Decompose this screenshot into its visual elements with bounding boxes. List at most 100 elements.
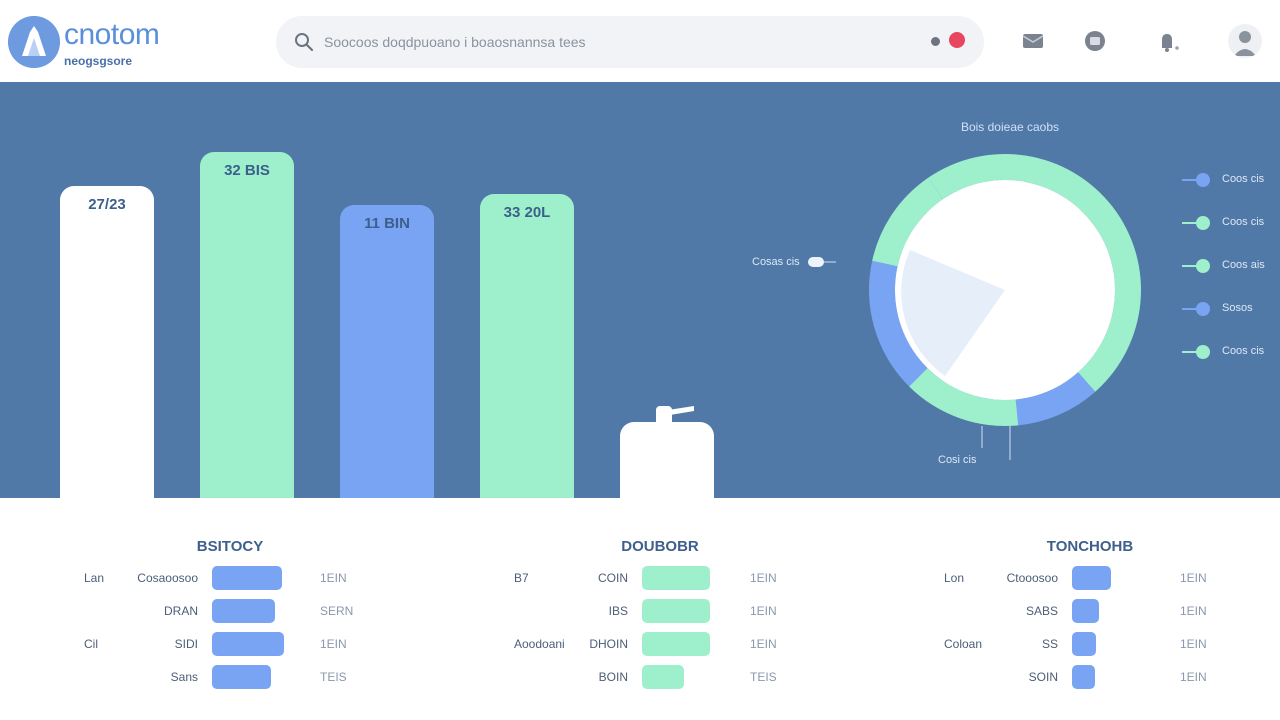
- stat-row[interactable]: B7 COIN 1EIN: [470, 566, 850, 590]
- legend-line: [1182, 265, 1200, 267]
- stat-row-label: Ctooosoo: [1006, 571, 1058, 585]
- stat-group-3: TONCHOHB Lon Ctooosoo 1EIN SABS 1EIN Coloan SS 1…: [900, 530, 1280, 700]
- grid-icon[interactable]: [1082, 28, 1108, 54]
- stat-row-side-label: Aoodoani: [514, 637, 565, 651]
- legend-label: Coos ais: [1222, 259, 1265, 271]
- legend-item-3[interactable]: Coos ais: [1182, 259, 1280, 273]
- stat-row[interactable]: Lan Cosaoosoo 1EIN: [40, 566, 420, 590]
- stat-row[interactable]: BOIN TEIS: [470, 665, 850, 689]
- dispenser-knob-icon: [656, 406, 694, 426]
- legend-label: Coos cis: [1222, 173, 1265, 185]
- bar-1[interactable]: 27/23: [60, 186, 154, 498]
- donut-slice-2[interactable]: [1015, 372, 1096, 426]
- legend-dot-icon: [1196, 173, 1210, 187]
- top-header: cnotom neogsgsore: [0, 0, 1280, 82]
- donut-highlight-wedge[interactable]: [901, 250, 1005, 376]
- pie-title: Bois doieae caobs: [960, 120, 1060, 134]
- stat-group-2: DOUBOBR B7 COIN 1EIN IBS 1EIN Aoodoani DHOIN 1EI…: [470, 530, 850, 700]
- legend-line: [1182, 351, 1200, 353]
- legend-item-1[interactable]: Coos cis: [1182, 173, 1280, 187]
- app-logo[interactable]: cnotom neogsgsore: [8, 14, 188, 70]
- stat-row-bar: [642, 566, 711, 590]
- stat-row-value: 1EIN: [320, 571, 347, 585]
- avatar-icon[interactable]: [1228, 24, 1262, 58]
- stat-row[interactable]: IBS 1EIN: [470, 599, 850, 623]
- notification-badge[interactable]: [949, 32, 965, 48]
- stat-row-value: 1EIN: [750, 604, 777, 618]
- bar-5[interactable]: [620, 406, 714, 498]
- stat-row[interactable]: DRAN SERN: [40, 599, 420, 623]
- donut-slice-4[interactable]: [869, 260, 928, 387]
- stat-row-label: COIN: [598, 571, 628, 585]
- stat-row-label: DHOIN: [589, 637, 628, 651]
- bar-value-label: 11 BIN: [364, 215, 410, 233]
- legend-line: [1182, 179, 1200, 181]
- stat-row[interactable]: Aoodoani DHOIN 1EIN: [470, 632, 850, 656]
- legend-dot-icon: [1196, 302, 1210, 316]
- mail-icon[interactable]: [1020, 28, 1046, 54]
- search-status-dot: [931, 37, 940, 46]
- stat-row-bar: [212, 599, 275, 623]
- stat-row-label: DRAN: [163, 604, 198, 618]
- stat-row-label: SABS: [1025, 604, 1058, 618]
- bell-icon[interactable]: [1154, 28, 1180, 54]
- legend-item-4[interactable]: Sosos: [1182, 302, 1280, 316]
- callout-connector-left: [808, 257, 836, 267]
- donut-slice-1[interactable]: [928, 153, 1141, 392]
- legend-dot-icon: [1196, 345, 1210, 359]
- bar-4[interactable]: 33 20L: [480, 194, 574, 498]
- legend-label: Coos cis: [1222, 216, 1265, 228]
- stat-row[interactable]: SABS 1EIN: [900, 599, 1280, 623]
- stat-row[interactable]: Coloan SS 1EIN: [900, 632, 1280, 656]
- legend-line: [1182, 222, 1200, 224]
- legend-item-5[interactable]: Coos cis: [1182, 345, 1280, 359]
- stat-row-label: Sans: [170, 670, 198, 684]
- stat-row-label: SS: [1041, 637, 1058, 651]
- stat-row-value: TEIS: [750, 670, 777, 684]
- stat-row[interactable]: SOIN 1EIN: [900, 665, 1280, 689]
- stat-row[interactable]: Lon Ctooosoo 1EIN: [900, 566, 1280, 590]
- stat-row-label: IBS: [608, 604, 628, 618]
- search-icon: [295, 33, 314, 52]
- stat-row-side-label: Coloan: [944, 637, 983, 651]
- stat-row-bar: [1072, 599, 1099, 623]
- legend-label: Coos cis: [1222, 345, 1265, 357]
- legend-item-2[interactable]: Coos cis: [1182, 216, 1280, 230]
- bar-3[interactable]: 11 BIN: [340, 205, 434, 498]
- stat-group-title: BSITOCY: [196, 538, 264, 555]
- stat-row-bar: [212, 632, 284, 656]
- stat-group-title: DOUBOBR: [621, 538, 699, 555]
- bar-2[interactable]: 32 BIS: [200, 152, 294, 498]
- search-input[interactable]: [324, 27, 884, 57]
- stat-row-value: TEIS: [320, 670, 347, 684]
- stat-row-bar: [1072, 566, 1111, 590]
- stat-row[interactable]: Cil SIDI 1EIN: [40, 632, 420, 656]
- logo-tagline: neogsgsore: [64, 54, 133, 68]
- chart-panel: 27/23 32 BIS 11 BIN 33 20L Bois doieae caob…: [0, 82, 1280, 498]
- stat-row-side-label: Lon: [944, 571, 965, 585]
- stat-row-value: 1EIN: [750, 637, 777, 651]
- logo-mark-icon: [8, 16, 60, 68]
- search-bar[interactable]: [276, 16, 984, 68]
- legend-dot-icon: [1196, 216, 1210, 230]
- stat-row-value: 1EIN: [1180, 637, 1207, 651]
- legend-dot-icon: [1196, 259, 1210, 273]
- donut-slice-3[interactable]: [909, 368, 1019, 426]
- stat-row-value: 1EIN: [320, 637, 347, 651]
- stat-row-label: SOIN: [1028, 670, 1058, 684]
- stat-row[interactable]: Sans TEIS: [40, 665, 420, 689]
- donut-slice-5[interactable]: [872, 177, 943, 267]
- stat-row-value: 1EIN: [1180, 604, 1207, 618]
- legend-label: Sosos: [1222, 302, 1253, 314]
- stat-row-bar: [212, 566, 283, 590]
- stat-row-label: SIDI: [174, 637, 198, 651]
- bar-value-label: 33 20L: [503, 204, 551, 221]
- legend-line: [1182, 308, 1200, 310]
- stat-row-bar: [642, 599, 710, 623]
- bar-value-label: 32 BIS: [224, 162, 270, 180]
- donut-chart: [869, 153, 1141, 426]
- stat-row-value: 1EIN: [1180, 571, 1207, 585]
- stat-row-side-label: B7: [514, 571, 529, 585]
- stat-row-value: 1EIN: [1180, 670, 1207, 684]
- stat-row-bar: [212, 665, 272, 689]
